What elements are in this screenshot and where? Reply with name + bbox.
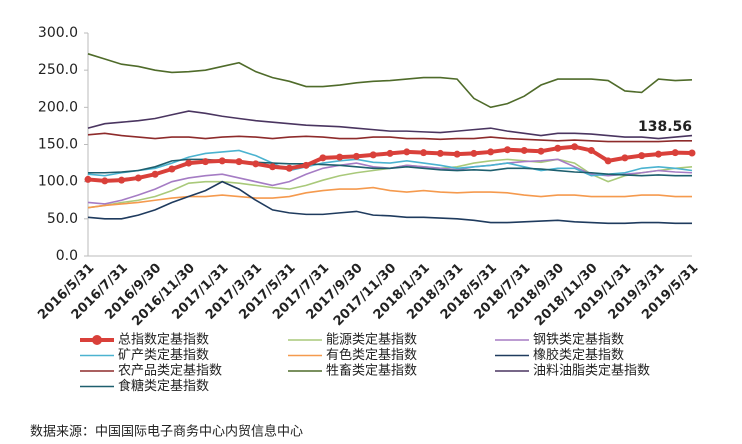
series-marker <box>101 177 109 185</box>
series-marker <box>369 151 377 159</box>
series-line <box>87 132 692 143</box>
series-marker <box>285 164 293 172</box>
series-marker <box>218 157 226 165</box>
series-marker <box>638 152 646 160</box>
series-line <box>87 186 692 209</box>
series-marker <box>151 170 159 178</box>
legend-label: 矿产类定基指数 <box>118 348 209 363</box>
series-marker <box>269 163 277 171</box>
series-marker <box>688 149 696 157</box>
series-marker <box>84 175 92 183</box>
series-marker <box>336 153 344 161</box>
legend-label: 总指数定基指数 <box>118 333 209 348</box>
series-marker <box>520 146 528 154</box>
series-marker <box>319 154 327 162</box>
series-marker <box>587 146 595 154</box>
series-marker <box>302 161 310 169</box>
series-marker <box>436 149 444 157</box>
series-line <box>88 158 692 177</box>
legend-label: 有色类定基指数 <box>326 347 417 363</box>
series-line <box>87 180 692 225</box>
y-tick-label: 300.0 <box>38 25 78 41</box>
series-marker <box>537 147 545 155</box>
series-marker <box>654 150 662 158</box>
series-marker <box>571 143 579 151</box>
series-marker <box>453 150 461 158</box>
legend-label: 农产品类定基指数 <box>118 364 222 379</box>
legend-label: 能源类定基指数 <box>326 333 417 348</box>
series-marker <box>235 158 243 166</box>
series-marker <box>386 149 394 157</box>
series-marker <box>118 176 126 184</box>
legend-label: 牲畜类定基指数 <box>326 363 417 379</box>
legend-label: 油料油脂类定基指数 <box>533 364 650 379</box>
series-marker <box>671 149 679 157</box>
series-marker <box>201 158 209 166</box>
series-marker <box>554 144 562 152</box>
series-line <box>87 110 693 140</box>
series-marker <box>604 157 612 165</box>
y-tick-label: 100.0 <box>38 174 78 190</box>
series-marker <box>403 148 411 156</box>
series-marker <box>420 149 428 157</box>
series-marker <box>470 149 478 157</box>
source-note: 数据来源：中国国际电子商务中心内贸信息中心 <box>30 424 303 440</box>
series-marker <box>503 146 511 154</box>
y-tick-label: 150.0 <box>38 137 78 153</box>
y-tick-label: 50.0 <box>47 211 78 227</box>
legend-marker <box>92 335 102 345</box>
series-line <box>87 149 693 177</box>
series-marker <box>185 159 193 167</box>
series-marker <box>352 152 360 160</box>
series-line <box>87 53 693 109</box>
legend-label: 钢铁类定基指数 <box>533 333 624 348</box>
data-label: 138.56 <box>638 119 692 135</box>
series-marker <box>168 165 176 173</box>
series-marker <box>621 154 629 162</box>
y-tick-label: 250.0 <box>38 62 78 78</box>
y-tick-label: 0.0 <box>56 248 78 264</box>
series-marker <box>487 148 495 156</box>
series-marker <box>134 174 142 182</box>
series-marker <box>252 160 260 168</box>
legend-label: 食糖类定基指数 <box>118 378 209 394</box>
y-tick-label: 200.0 <box>38 99 78 115</box>
legend-label: 橡胶类定基指数 <box>533 347 624 363</box>
